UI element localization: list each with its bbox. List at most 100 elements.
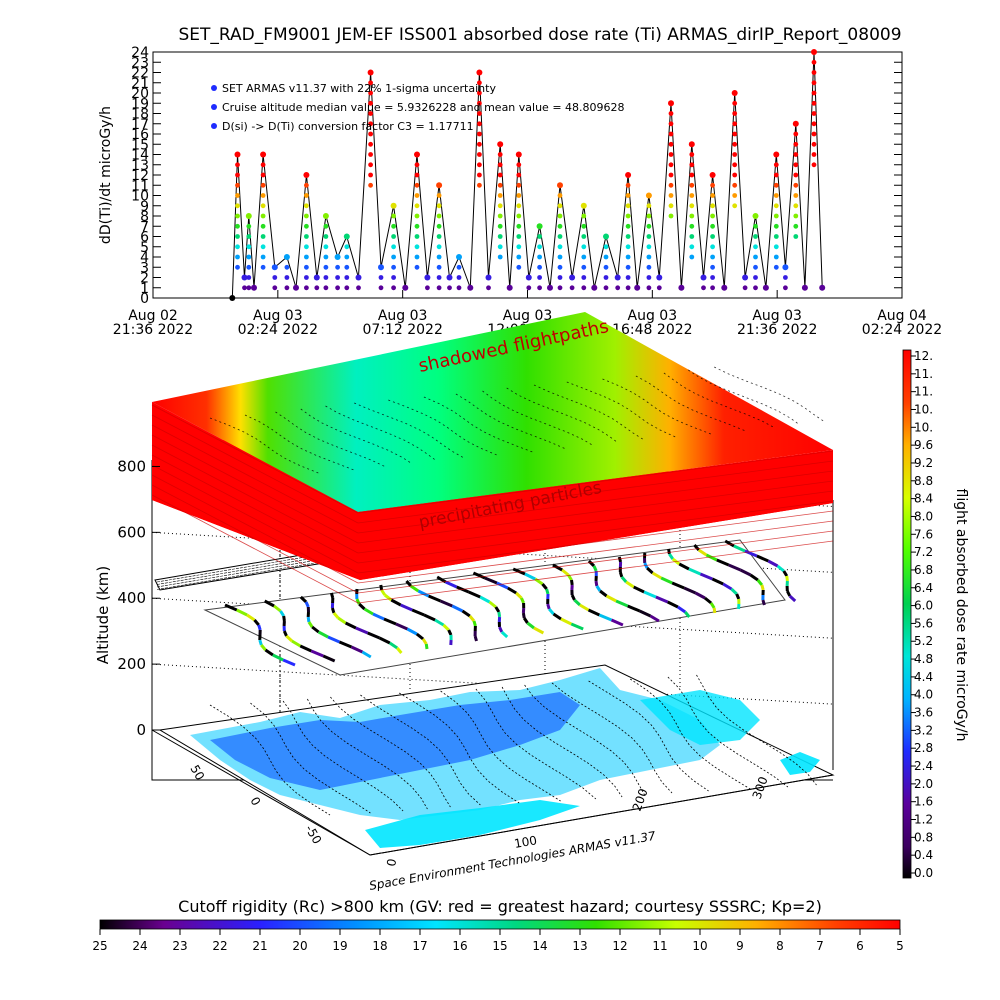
y-tick-label: 13 [131,158,149,174]
y-tick-label: 11 [131,178,149,194]
data-point [742,274,749,281]
track-segment [447,629,453,636]
data-point-trail [235,162,240,168]
data-point-trail [710,264,715,270]
ground-track [501,686,623,798]
data-point-trail [668,131,674,137]
data-point-trail [260,264,266,270]
data-point-trail [646,244,652,250]
y-tick-label: 8 [140,209,149,225]
y-tick-label: 2 [140,271,149,287]
slab-track [566,381,676,438]
track-segment [311,625,320,634]
data-point-trail [368,80,373,86]
data-point-trail [497,203,503,209]
data-point-trail [304,193,309,198]
slab-stripe-front [357,480,834,544]
cutoff-colorbar-tick-label: 13 [572,939,587,953]
data-point-trail [656,285,662,291]
data-point [424,274,431,281]
slab-stripe-front [357,490,834,554]
track-segment [610,618,624,627]
data-point-trail [537,254,542,260]
track-segment [703,596,713,605]
data-point-trail [773,234,779,239]
data-point-trail [615,285,621,291]
slab-stripe-left [151,444,359,554]
track-segment [649,614,660,623]
data-point-trail [603,244,609,250]
data-point-trail [425,285,430,291]
track-segment [355,626,369,635]
data-point-trail [304,223,309,229]
track-segment [533,626,545,635]
y-tick-label: 6 [140,230,149,246]
dose-colorbar-tick-label: 3.6 [914,706,933,720]
data-point-trail [304,234,309,239]
data-point [792,120,799,127]
land-masses [190,668,820,848]
data-point-trail [335,264,340,270]
data-point [700,274,707,281]
track-segment [639,609,652,618]
3d-flightpath-scene: shadowed flightpaths precipitating parti… [94,312,835,893]
dose-colorbar-tick-label: 7.2 [914,545,933,559]
track-segment [618,571,624,578]
data-point-trail [668,121,674,127]
data-point-trail [477,152,482,157]
data-point-trail [603,264,609,270]
track-segment [395,622,409,631]
data-point-trail [304,244,309,250]
track-segment [561,568,570,577]
data-point-trail [753,275,758,280]
data-point-trail [344,254,350,260]
data-point-trail [391,244,396,250]
data-point-trail [368,172,373,178]
legend-line-1: SET ARMAS v11.37 with 22% 1-sigma uncert… [222,82,496,95]
data-point-trail [811,70,817,75]
dose-colorbar-tick-label: 10. [914,420,933,434]
data-point-trail [811,80,817,86]
data-point-trail [456,275,462,280]
data-point-trail [323,234,329,239]
track-segment [573,598,581,607]
data-point-trail [557,275,563,280]
track-segment [421,638,428,645]
altitude-gridline [151,597,834,639]
dose-colorbar-tick-label: 5.2 [914,634,933,648]
lat-tick-0: 0 [247,795,263,809]
track-segment [617,556,623,563]
data-point-trail [235,223,240,229]
slab-track [455,393,567,450]
data-point-trail [625,264,631,270]
data-point-trail [557,244,563,250]
track-segment [279,610,285,617]
data-point-trail [414,244,420,250]
ground-track [398,692,520,804]
lon-tick-0: 0 [384,858,399,868]
data-point-trail [710,234,715,239]
track-segment [595,585,602,592]
data-point-trail [773,244,779,250]
track-segment [598,613,613,622]
dose-colorbar-tick-label: 6.0 [914,599,933,613]
data-point-trail [284,264,290,270]
track-segment [428,594,442,603]
track-segment [224,603,238,612]
slab-stripe-left [151,424,359,534]
data-point [557,182,563,189]
data-point [656,274,663,281]
box-front-right [369,774,834,856]
track-segment [667,548,671,555]
data-point-trail [732,162,738,168]
track-segment [699,572,713,581]
land-east [640,690,760,745]
data-point-trail [537,234,542,239]
data-point [241,274,248,281]
data-point [603,233,609,240]
track-segment [605,594,617,603]
y-tick-label: 14 [131,148,149,164]
track-segment [372,612,385,621]
data-point-trail [477,172,482,178]
ground-track [667,676,789,788]
